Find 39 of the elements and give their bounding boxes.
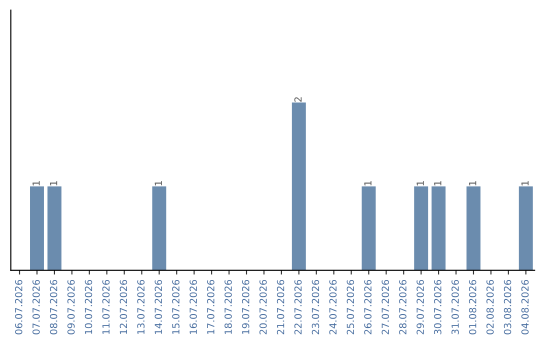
x-tick-label: 11.07.2026 <box>102 280 110 334</box>
x-tick-label: 01.08.2026 <box>468 280 476 334</box>
x-tick-label: 24.07.2026 <box>329 280 337 334</box>
x-tick-label: 19.07.2026 <box>242 280 250 334</box>
data-label: 1 <box>521 181 529 186</box>
data-label: 1 <box>50 181 58 186</box>
data-label: 1 <box>416 181 424 186</box>
x-tick-label: 23.07.2026 <box>312 280 320 334</box>
data-label: 2 <box>294 97 302 102</box>
x-tick-label: 31.07.2026 <box>451 280 459 334</box>
x-tick-label: 06.07.2026 <box>14 280 22 334</box>
x-tick-label: 29.07.2026 <box>416 280 424 334</box>
x-tick-label: 28.07.2026 <box>399 280 406 334</box>
x-tick-label: 25.07.2026 <box>346 280 354 334</box>
x-tick-label: 12.07.2026 <box>120 280 128 334</box>
data-label: 1 <box>469 181 476 186</box>
x-tick-label: 14.07.2026 <box>154 280 162 334</box>
x-tick-label: 15.07.2026 <box>172 280 180 334</box>
x-tick-label: 16.07.2026 <box>190 280 197 334</box>
x-tick-label: 21.07.2026 <box>276 280 284 334</box>
x-tick-label: 17.07.2026 <box>207 280 214 334</box>
x-tick-label: 20.07.2026 <box>259 280 267 334</box>
x-tick-label: 08.07.2026 <box>50 280 58 334</box>
x-tick-label: 13.07.2026 <box>137 280 145 334</box>
x-tick-label: 27.07.2026 <box>382 280 390 334</box>
x-tick-label: 18.07.2026 <box>224 280 232 334</box>
x-tick-label: 04.08.2026 <box>521 280 529 334</box>
data-label: 1 <box>154 181 162 186</box>
x-tick-label: 30.07.2026 <box>434 280 442 334</box>
data-label: 1 <box>32 181 40 186</box>
x-tick-label: 03.08.2026 <box>504 280 512 334</box>
x-tick-label: 22.07.2026 <box>294 280 302 334</box>
data-label: 1 <box>364 181 372 186</box>
x-tick-label: 02.08.2026 <box>486 280 494 334</box>
data-label: 1 <box>434 181 442 186</box>
x-tick-label: 07.07.2026 <box>32 280 40 334</box>
x-tick-label: 26.07.2026 <box>364 280 372 334</box>
x-tick-label: 10.07.2026 <box>84 280 92 334</box>
x-tick-label: 09.07.2026 <box>67 280 75 334</box>
